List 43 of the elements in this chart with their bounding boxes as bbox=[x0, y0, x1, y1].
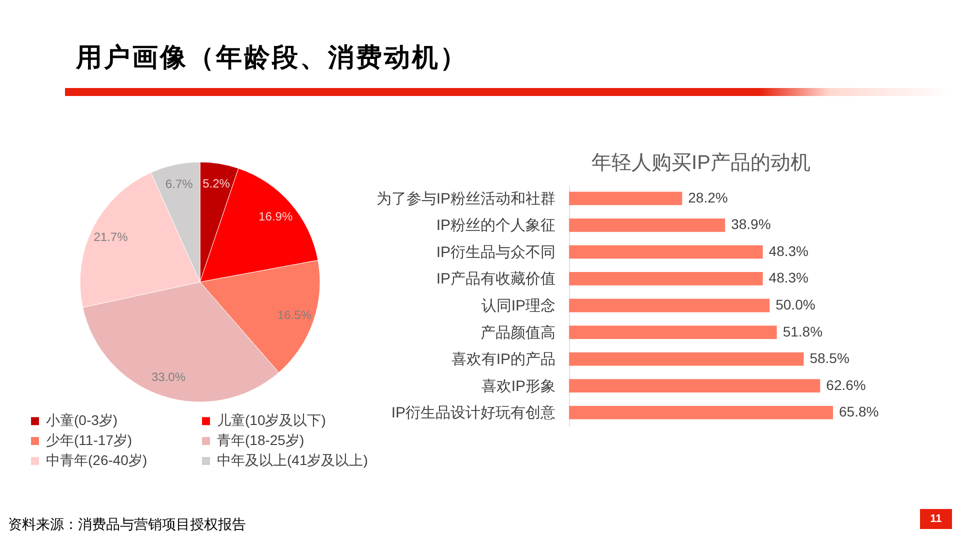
text: 资料来源：消费品与营销项目授权报告 bbox=[8, 516, 246, 534]
bar bbox=[569, 218, 726, 232]
data-label: 51.8% bbox=[782, 323, 823, 340]
y-tick-label: 产品颜值高 bbox=[480, 324, 556, 342]
data-label: 16.9% bbox=[258, 210, 293, 224]
chart-title: 用户画像（年龄段、消费动机） bbox=[76, 41, 468, 74]
data-label: 5.2% bbox=[202, 176, 230, 190]
bar bbox=[569, 352, 804, 366]
y-tick-label: IP衍生品与众不同 bbox=[436, 244, 556, 261]
data-label: 62.6% bbox=[826, 376, 866, 393]
legend-label: 少年(11-17岁) bbox=[46, 432, 132, 448]
legend-label: 小童(0-3岁) bbox=[46, 412, 118, 428]
data-label: 65.8% bbox=[839, 404, 879, 420]
legend-label: 儿童(10岁及以下) bbox=[217, 412, 326, 428]
data-label: 16.5% bbox=[277, 308, 312, 322]
y-tick-label: 认同IP理念 bbox=[481, 298, 556, 314]
legend-label: 青年(18-25岁) bbox=[217, 432, 304, 448]
bar bbox=[569, 379, 820, 393]
y-tick-label: 喜欢IP形象 bbox=[481, 378, 556, 395]
bar bbox=[569, 326, 777, 339]
bar bbox=[569, 192, 682, 206]
y-tick-label: IP产品有收藏价值 bbox=[436, 270, 556, 288]
y-tick-label: 喜欢有IP的产品 bbox=[451, 351, 556, 368]
chart-title: 年轻人购买IP产品的动机 bbox=[592, 152, 810, 174]
data-label: 48.3% bbox=[768, 242, 808, 259]
legend-label: 中年及以上(41岁及以上) bbox=[217, 452, 368, 468]
data-label: 50.0% bbox=[776, 296, 816, 312]
y-tick-label: IP粉丝的个人象征 bbox=[436, 217, 556, 234]
y-tick-label: IP衍生品设计好玩有创意 bbox=[391, 404, 556, 422]
bar bbox=[569, 406, 833, 420]
data-label: 28.2% bbox=[688, 189, 728, 206]
data-label: 48.3% bbox=[768, 270, 808, 286]
data-label: 6.7% bbox=[165, 177, 194, 192]
bar bbox=[569, 298, 770, 312]
text: 11 bbox=[920, 509, 952, 529]
data-label: 21.7% bbox=[94, 230, 128, 244]
bar bbox=[569, 272, 763, 286]
bar bbox=[569, 245, 763, 259]
legend-label: 中青年(26-40岁) bbox=[46, 452, 148, 468]
data-label: 58.5% bbox=[810, 350, 850, 366]
data-label: 33.0% bbox=[151, 370, 186, 384]
y-tick-label: 为了参与IP粉丝活动和社群 bbox=[376, 190, 556, 208]
data-label: 38.9% bbox=[731, 216, 771, 232]
